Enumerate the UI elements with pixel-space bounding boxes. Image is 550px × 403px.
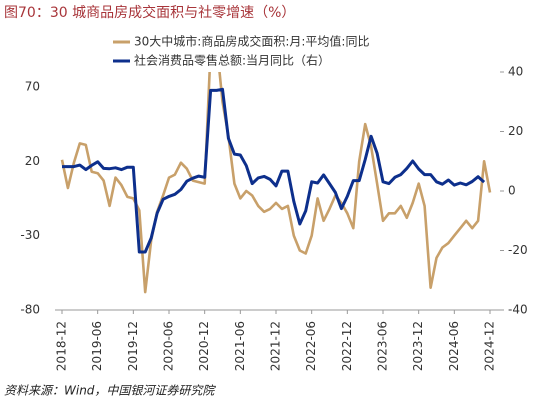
- x-tick-label: 2020-06: [162, 321, 176, 371]
- x-tick-label: 2019-06: [90, 321, 104, 371]
- x-tick-label: 2023-12: [411, 321, 425, 371]
- x-tick-label: 2023-06: [376, 321, 390, 371]
- plot-area: [60, 72, 492, 294]
- y2-tick-label: 20: [508, 124, 523, 138]
- legend-label: 30大中城市:商品房成交面积:月:平均值:同比: [134, 34, 369, 49]
- x-tick-label: 2022-12: [340, 321, 354, 371]
- y2-tick-label: 0: [508, 184, 516, 198]
- x-tick-label: 2021-06: [233, 321, 247, 371]
- x-tick-label: 2022-06: [304, 321, 318, 371]
- x-tick-label: 2018-12: [55, 321, 69, 371]
- y-tick-label: -80: [20, 303, 40, 317]
- x-tick-label: 2024-12: [483, 321, 497, 371]
- y-tick-label: 20: [25, 154, 40, 168]
- chart-title: 图70：30 城商品房成交面积与社零增速（%）: [4, 4, 295, 21]
- x-tick-label: 2024-06: [447, 321, 461, 371]
- y2-tick-label: -20: [508, 243, 528, 257]
- y-tick-label: -30: [20, 228, 40, 242]
- x-tick-label: 2020-12: [197, 321, 211, 371]
- x-tick-label: 2021-12: [269, 321, 283, 371]
- legend-label: 社会消费品零售总额:当月同比（右）: [134, 53, 330, 68]
- x-tick-label: 2019-12: [126, 321, 140, 371]
- y-tick-label: 70: [25, 79, 40, 93]
- source: 资料来源：Wind，中国银河证券研究院: [4, 384, 216, 398]
- series-line: [60, 72, 492, 294]
- y2-tick-label: -40: [508, 303, 528, 317]
- series-line: [62, 87, 486, 254]
- y2-tick-label: 40: [508, 65, 523, 79]
